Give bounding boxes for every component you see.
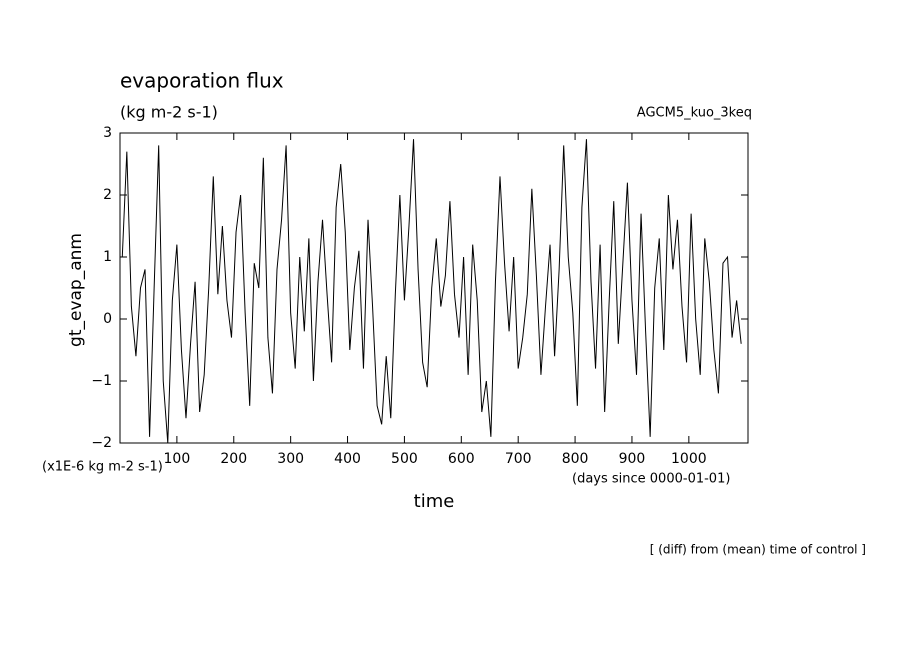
x-tick-label: 400 bbox=[334, 451, 361, 467]
footer-note: [ (diff) from (mean) time of control ] bbox=[650, 543, 866, 557]
x-unit: (days since 0000-01-01) bbox=[572, 472, 730, 487]
x-tick-label: 900 bbox=[619, 451, 646, 467]
y-tick-label: 0 bbox=[103, 311, 112, 327]
y-tick-label: 2 bbox=[103, 187, 112, 203]
x-tick-label: 100 bbox=[164, 451, 191, 467]
y-tick-label: 1 bbox=[103, 249, 112, 265]
x-tick-label: 300 bbox=[277, 451, 304, 467]
y-tick-label: −1 bbox=[91, 373, 112, 389]
x-tick-label: 500 bbox=[391, 451, 418, 467]
x-axis-label: time bbox=[414, 491, 455, 512]
x-tick-label: 200 bbox=[220, 451, 247, 467]
x-tick-label: 700 bbox=[505, 451, 532, 467]
x-tick-label: 800 bbox=[562, 451, 589, 467]
data-line bbox=[121, 139, 742, 444]
source-label: AGCM5_kuo_3keq bbox=[637, 106, 752, 121]
chart-subtitle: (kg m-2 s-1) bbox=[120, 103, 218, 122]
plot-frame bbox=[119, 132, 749, 444]
x-tick-label: 1000 bbox=[671, 451, 707, 467]
y-tick-label: −2 bbox=[91, 435, 112, 451]
y-unit: (x1E-6 kg m-2 s-1) bbox=[42, 460, 163, 475]
x-tick-label: 600 bbox=[448, 451, 475, 467]
y-axis-label: gt_evap_anm bbox=[66, 233, 86, 347]
y-tick-label: 3 bbox=[103, 125, 112, 141]
chart-title: evaporation flux bbox=[120, 69, 284, 93]
